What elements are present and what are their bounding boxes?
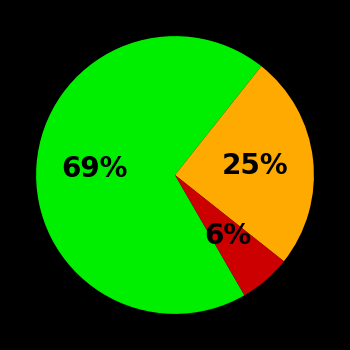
- Text: 6%: 6%: [204, 222, 251, 250]
- Wedge shape: [175, 66, 314, 261]
- Wedge shape: [36, 36, 261, 314]
- Text: 25%: 25%: [222, 152, 288, 180]
- Text: 69%: 69%: [62, 155, 128, 183]
- Wedge shape: [175, 175, 284, 295]
